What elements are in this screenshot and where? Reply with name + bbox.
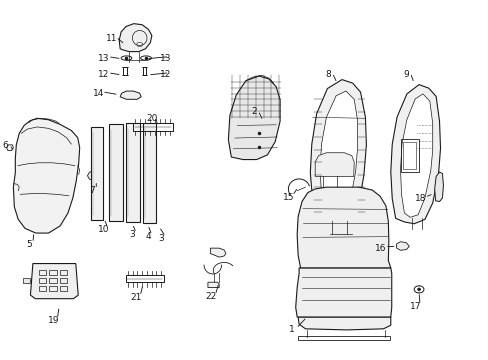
Bar — [142, 67, 146, 75]
Polygon shape — [298, 317, 390, 330]
Bar — [60, 270, 67, 275]
Polygon shape — [120, 91, 141, 99]
Polygon shape — [434, 172, 443, 202]
Text: 18: 18 — [414, 194, 426, 203]
Bar — [49, 286, 57, 291]
Text: 21: 21 — [130, 293, 142, 302]
Text: 10: 10 — [98, 225, 110, 234]
Text: 7: 7 — [89, 186, 95, 195]
Text: 19: 19 — [47, 316, 59, 325]
Polygon shape — [13, 118, 80, 233]
Text: 9: 9 — [403, 70, 408, 79]
Polygon shape — [91, 127, 103, 220]
Polygon shape — [210, 248, 225, 257]
Bar — [39, 270, 46, 275]
Text: 12: 12 — [160, 70, 171, 79]
Text: 12: 12 — [98, 70, 109, 79]
Polygon shape — [109, 125, 122, 221]
Polygon shape — [320, 91, 357, 219]
Polygon shape — [87, 171, 97, 180]
Polygon shape — [143, 123, 156, 223]
Polygon shape — [228, 76, 280, 159]
Bar — [403, 142, 415, 169]
Text: 13: 13 — [160, 54, 171, 63]
Text: 17: 17 — [409, 302, 421, 311]
Bar — [39, 286, 46, 291]
Text: 11: 11 — [106, 34, 118, 43]
Bar — [133, 123, 172, 131]
Bar — [125, 275, 163, 282]
Bar — [60, 278, 67, 283]
Polygon shape — [23, 278, 30, 283]
Polygon shape — [119, 24, 152, 51]
Polygon shape — [207, 282, 219, 288]
Text: 20: 20 — [146, 114, 157, 123]
Text: 6: 6 — [3, 141, 8, 150]
Polygon shape — [400, 94, 432, 217]
Circle shape — [416, 288, 420, 291]
Bar — [123, 67, 127, 75]
Text: 3: 3 — [129, 230, 135, 239]
Text: 1: 1 — [289, 325, 295, 334]
Polygon shape — [390, 85, 440, 224]
Polygon shape — [30, 264, 78, 299]
Text: 5: 5 — [26, 240, 32, 249]
Polygon shape — [297, 187, 390, 268]
Text: 22: 22 — [205, 292, 217, 301]
Text: 2: 2 — [251, 107, 257, 116]
Text: 15: 15 — [282, 193, 294, 202]
Text: 3: 3 — [159, 234, 164, 243]
Polygon shape — [310, 80, 366, 226]
Bar — [400, 139, 418, 172]
Text: 4: 4 — [145, 232, 150, 241]
Bar — [49, 278, 57, 283]
Text: 16: 16 — [374, 244, 386, 253]
Polygon shape — [396, 242, 408, 250]
Bar — [60, 286, 67, 291]
Text: 13: 13 — [98, 54, 110, 63]
Bar — [39, 278, 46, 283]
Bar — [298, 336, 389, 339]
Bar — [49, 270, 57, 275]
Text: 8: 8 — [325, 70, 330, 79]
Polygon shape — [126, 123, 140, 222]
Text: 14: 14 — [92, 89, 103, 98]
Polygon shape — [315, 153, 353, 176]
Polygon shape — [295, 268, 391, 317]
